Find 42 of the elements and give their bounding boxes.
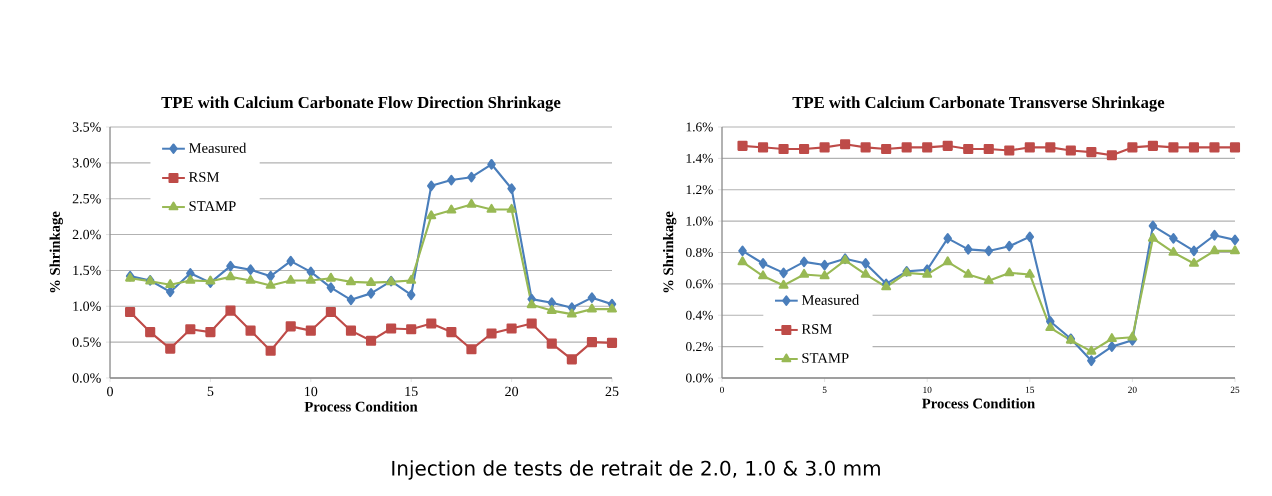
- y-tick-label: 2.5%: [72, 193, 101, 204]
- y-tick-label: 0.6%: [686, 279, 713, 289]
- legend-label: STAMP: [802, 353, 849, 363]
- y-tick-label: 2.0%: [72, 229, 101, 240]
- x-tick-label: 0: [107, 386, 113, 397]
- x-tick-label: 25: [1230, 386, 1240, 393]
- y-tick-label: 1.0%: [686, 216, 713, 226]
- legend-label: Measured: [801, 294, 860, 305]
- y-tick-label: 3.0%: [72, 158, 101, 168]
- y-tick-label: 1.0%: [73, 301, 101, 312]
- chart-title: TPE with Calcium Carbonate Transverse Shrinkage: [792, 96, 1165, 112]
- y-axis-title: % Shrinkage: [49, 211, 63, 293]
- y-tick-label: 1.5%: [73, 265, 101, 276]
- x-tick-label: 5: [207, 386, 214, 397]
- y-tick-label: 0.0%: [72, 373, 101, 383]
- y-tick-label: 1.6%: [686, 122, 713, 132]
- x-tick-label: 10: [305, 386, 318, 397]
- y-tick-label: 1.2%: [686, 185, 713, 195]
- x-tick-label: 25: [605, 386, 619, 397]
- y-axis-title: % Shrinkage: [662, 211, 677, 293]
- y-tick-label: 0.8%: [686, 247, 713, 258]
- x-tick-label: 15: [1025, 386, 1035, 393]
- text: Injection de tests de retrait de 2.0, 1.0 & 3.0 mm: [392, 460, 880, 480]
- legend-label: STAMP: [189, 201, 236, 212]
- x-tick-label: 0: [720, 386, 724, 393]
- y-tick-label: 0.0%: [686, 373, 713, 383]
- y-tick-label: 0.4%: [686, 310, 713, 320]
- x-tick-label: 10: [923, 386, 932, 393]
- x-tick-label: 15: [405, 386, 418, 397]
- y-tick-label: 1.4%: [686, 153, 713, 163]
- y-tick-label: 0.5%: [72, 337, 101, 347]
- legend-label: RSM: [801, 324, 832, 334]
- x-axis-title: Process Condition: [922, 398, 1035, 409]
- y-tick-label: 3.5%: [72, 122, 101, 132]
- x-axis-title: Process Condition: [304, 401, 418, 412]
- x-tick-label: 20: [505, 386, 519, 397]
- chart-title: TPE with Calcium Carbonate Flow Direction Shrinkage: [161, 96, 561, 112]
- x-tick-label: 20: [1128, 386, 1137, 393]
- x-tick-label: 5: [822, 386, 827, 393]
- legend-label: Measured: [188, 142, 247, 153]
- legend-label: RSM: [188, 172, 220, 182]
- y-tick-label: 0.2%: [686, 342, 713, 352]
